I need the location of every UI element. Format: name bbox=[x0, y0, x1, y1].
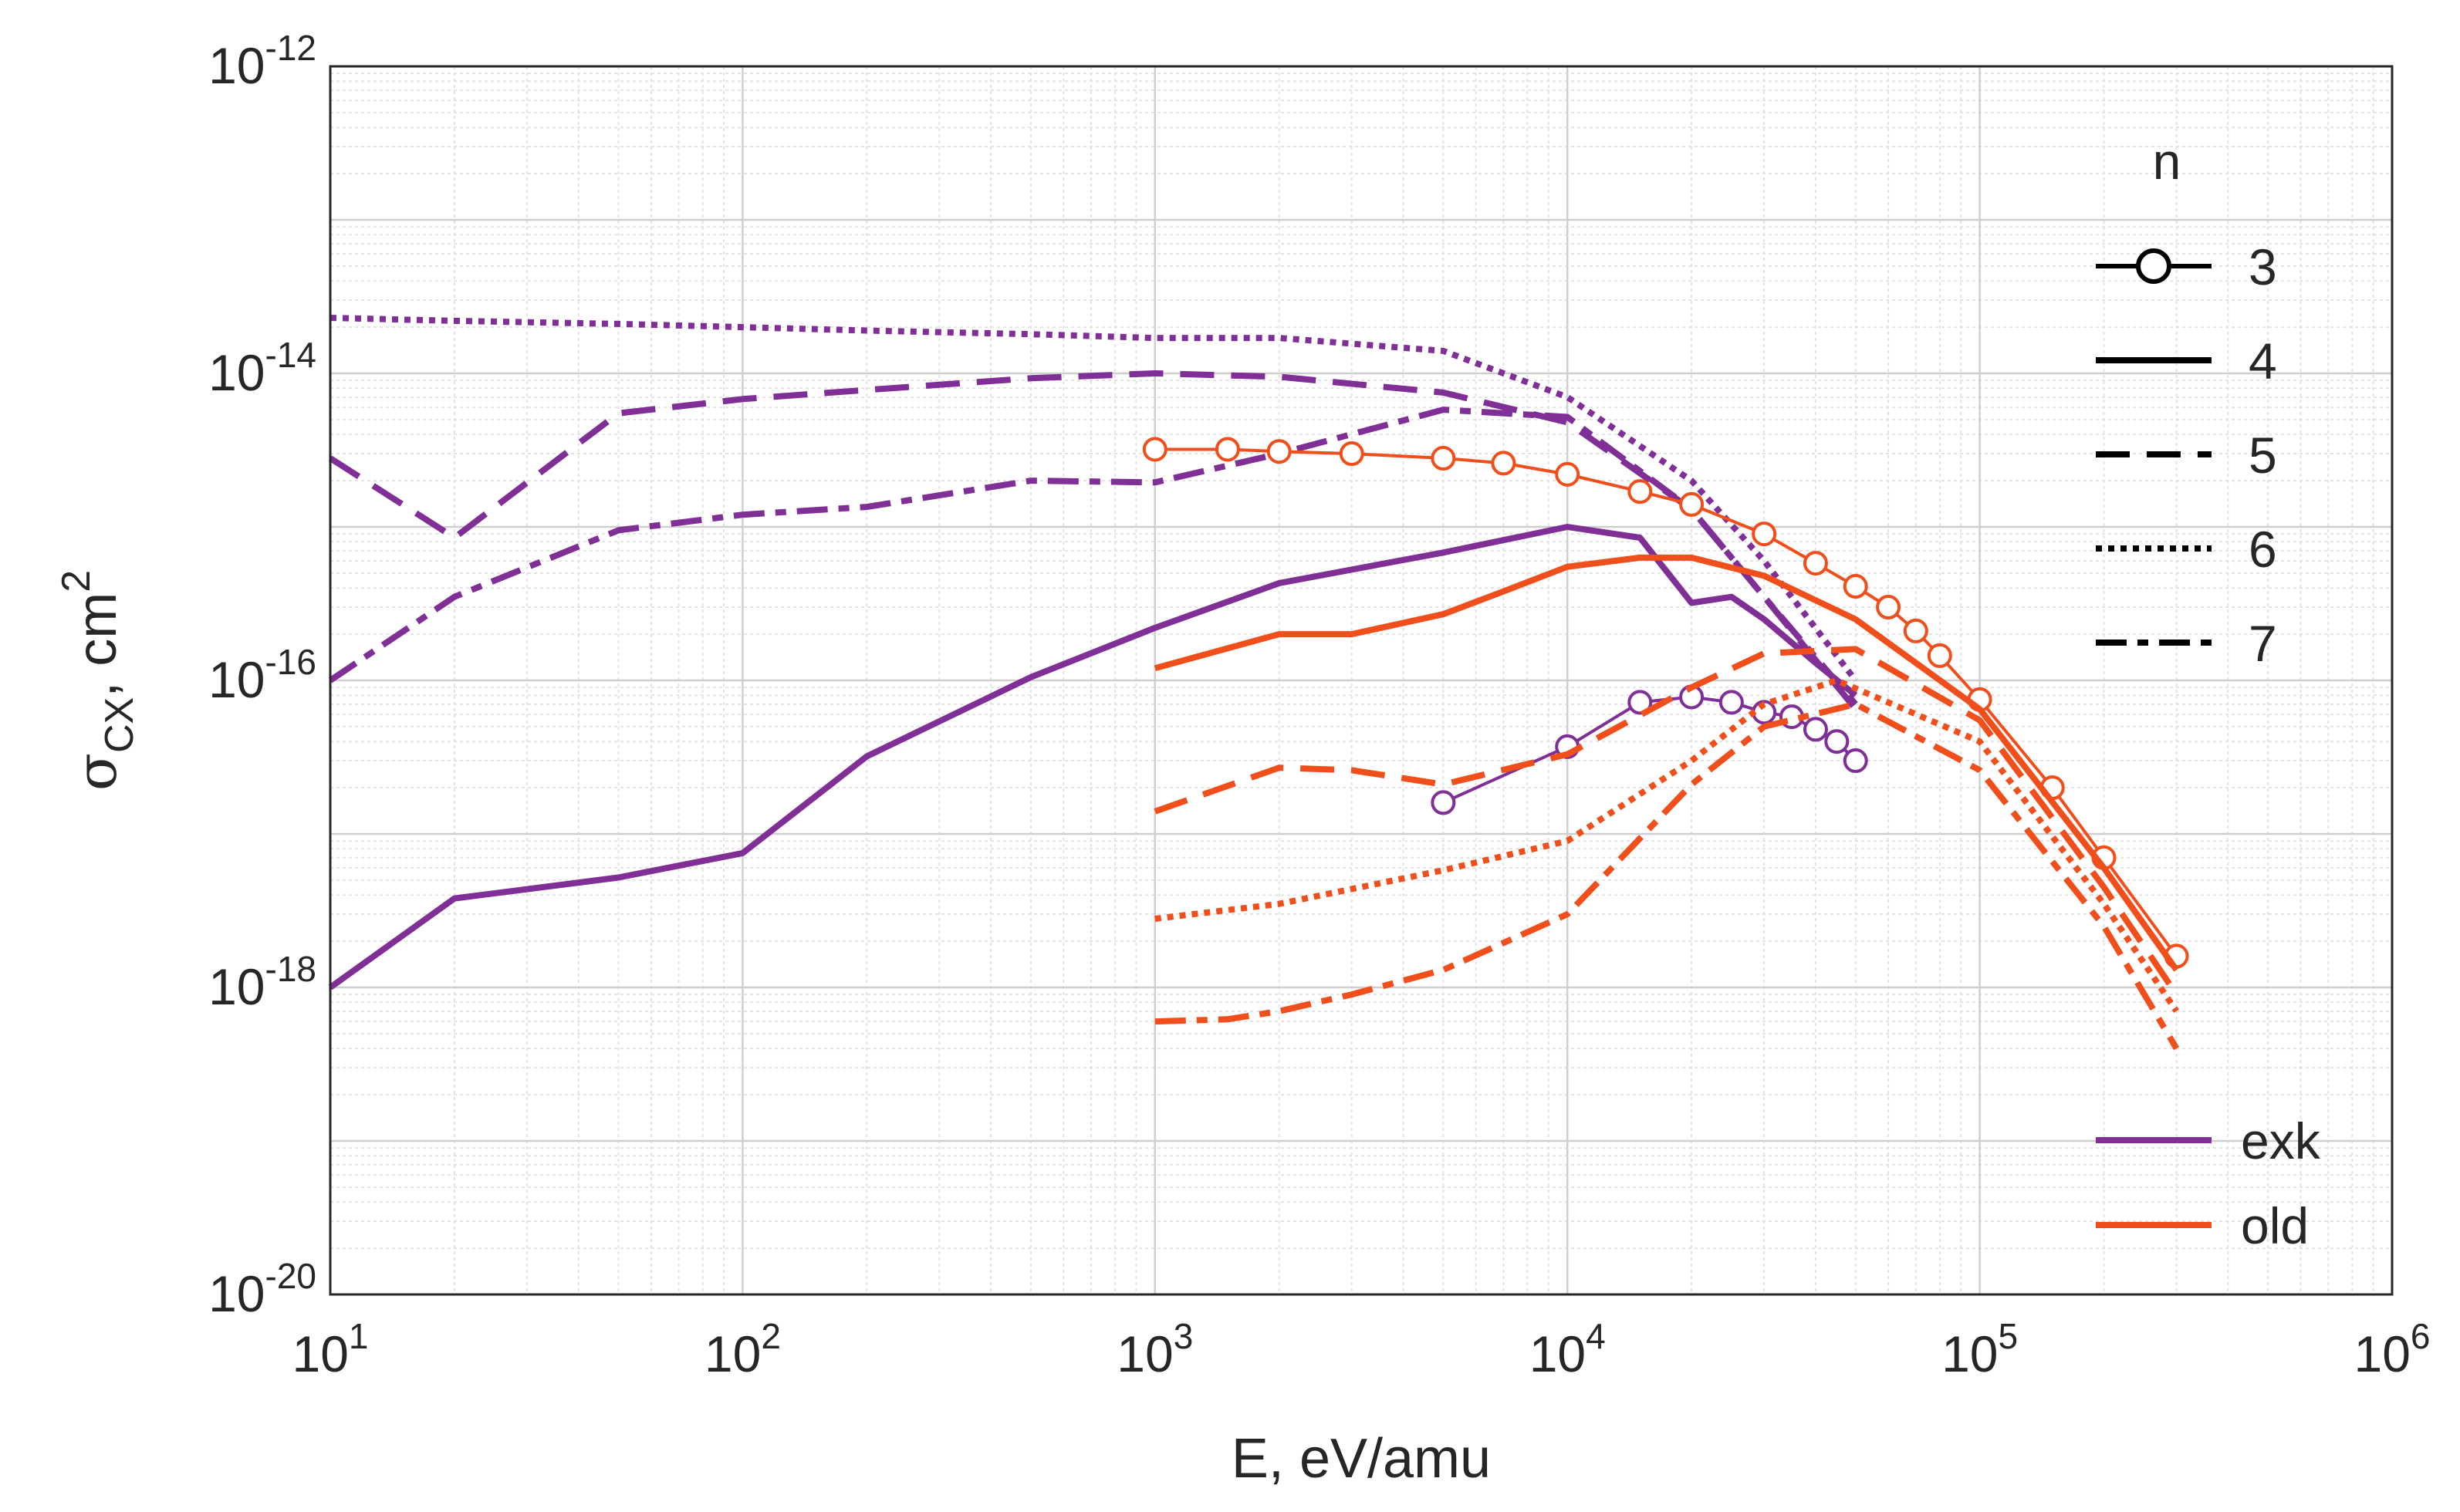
y-tick-label: 10-16 bbox=[208, 642, 316, 708]
data-point-exk-n3 bbox=[1431, 790, 1456, 815]
y-tick-label: 10-14 bbox=[208, 335, 316, 401]
legend-n-label: 5 bbox=[2249, 427, 2277, 484]
data-point-old-n3 bbox=[1266, 439, 1292, 464]
data-point-old-n3 bbox=[1431, 446, 1456, 471]
x-tick-label: 104 bbox=[1529, 1316, 1606, 1382]
y-label-rest: , cm bbox=[66, 592, 128, 697]
series-line-old-n5 bbox=[1154, 646, 2179, 997]
y-tick-label: 10-20 bbox=[208, 1256, 316, 1322]
y-tick-labels: 10-20 10-18 10-16 10-14 10-12 bbox=[208, 28, 316, 1322]
x-tick-labels: 101 102 103 104 105 106 bbox=[292, 1316, 2430, 1382]
x-tick-label: 105 bbox=[1941, 1316, 2018, 1382]
x-axis-label: E, eV/amu bbox=[1232, 1428, 1491, 1490]
data-point-exk-n3 bbox=[1803, 717, 1828, 742]
legend-n-title: n bbox=[2153, 133, 2181, 190]
legend-n-entries: 3 4 5 6 7 bbox=[2096, 238, 2277, 672]
data-point-old-n3 bbox=[1142, 437, 1167, 462]
series-line-old-n4 bbox=[1154, 554, 2179, 972]
legend-source-label: exk bbox=[2241, 1112, 2321, 1169]
legend-n-label: 4 bbox=[2249, 332, 2277, 390]
x-tick-label: 106 bbox=[2354, 1316, 2430, 1382]
series-line-exk-n4 bbox=[328, 524, 1858, 991]
data-point-old-n3 bbox=[1903, 618, 1928, 643]
series-line-old-n7 bbox=[1154, 700, 2180, 1051]
x-tick-label: 103 bbox=[1117, 1316, 1193, 1382]
data-point-old-n3 bbox=[1555, 461, 1580, 487]
y-label-superscript: 2 bbox=[54, 570, 99, 592]
y-tick-label: 10-12 bbox=[208, 28, 316, 94]
data-point-exk-n3 bbox=[1718, 690, 1744, 715]
series-layer bbox=[328, 315, 2189, 1051]
y-label-symbol: σ bbox=[64, 753, 129, 791]
legend-n: n 3 4 5 6 7 bbox=[2096, 133, 2277, 672]
legend-source: exk old bbox=[2096, 1112, 2321, 1254]
data-point-old-n3 bbox=[1876, 595, 1901, 620]
y-label-subscript: CX bbox=[97, 697, 142, 753]
data-point-old-n3 bbox=[1843, 574, 1868, 599]
data-point-old-n3 bbox=[1803, 551, 1828, 576]
legend-n-marker bbox=[2136, 248, 2171, 284]
data-point-exk-n3 bbox=[1627, 690, 1653, 715]
x-tick-label: 102 bbox=[705, 1316, 781, 1382]
data-point-old-n3 bbox=[1679, 491, 1705, 517]
data-point-old-n3 bbox=[1627, 479, 1653, 505]
data-point-old-n3 bbox=[1752, 521, 1777, 547]
y-axis-label: σCX, cm2 bbox=[54, 570, 142, 791]
legend-n-label: 7 bbox=[2249, 615, 2277, 672]
data-point-old-n3 bbox=[1215, 437, 1240, 462]
data-point-exk-n3 bbox=[1824, 729, 1850, 754]
legend-n-label: 3 bbox=[2249, 238, 2277, 295]
data-point-old-n3 bbox=[1927, 643, 1952, 668]
legend-source-label: old bbox=[2241, 1197, 2309, 1254]
legend-n-label: 6 bbox=[2249, 521, 2277, 578]
y-tick-label: 10-18 bbox=[208, 949, 316, 1015]
svg-text:σCX, cm2: σCX, cm2 bbox=[54, 570, 142, 791]
plot-frame bbox=[329, 65, 2394, 1296]
data-point-old-n3 bbox=[1491, 451, 1516, 476]
data-point-old-n3 bbox=[1339, 441, 1364, 467]
x-tick-label: 101 bbox=[292, 1316, 368, 1382]
series-line-exk-n6 bbox=[329, 315, 1858, 683]
data-point-exk-n3 bbox=[1843, 748, 1868, 774]
